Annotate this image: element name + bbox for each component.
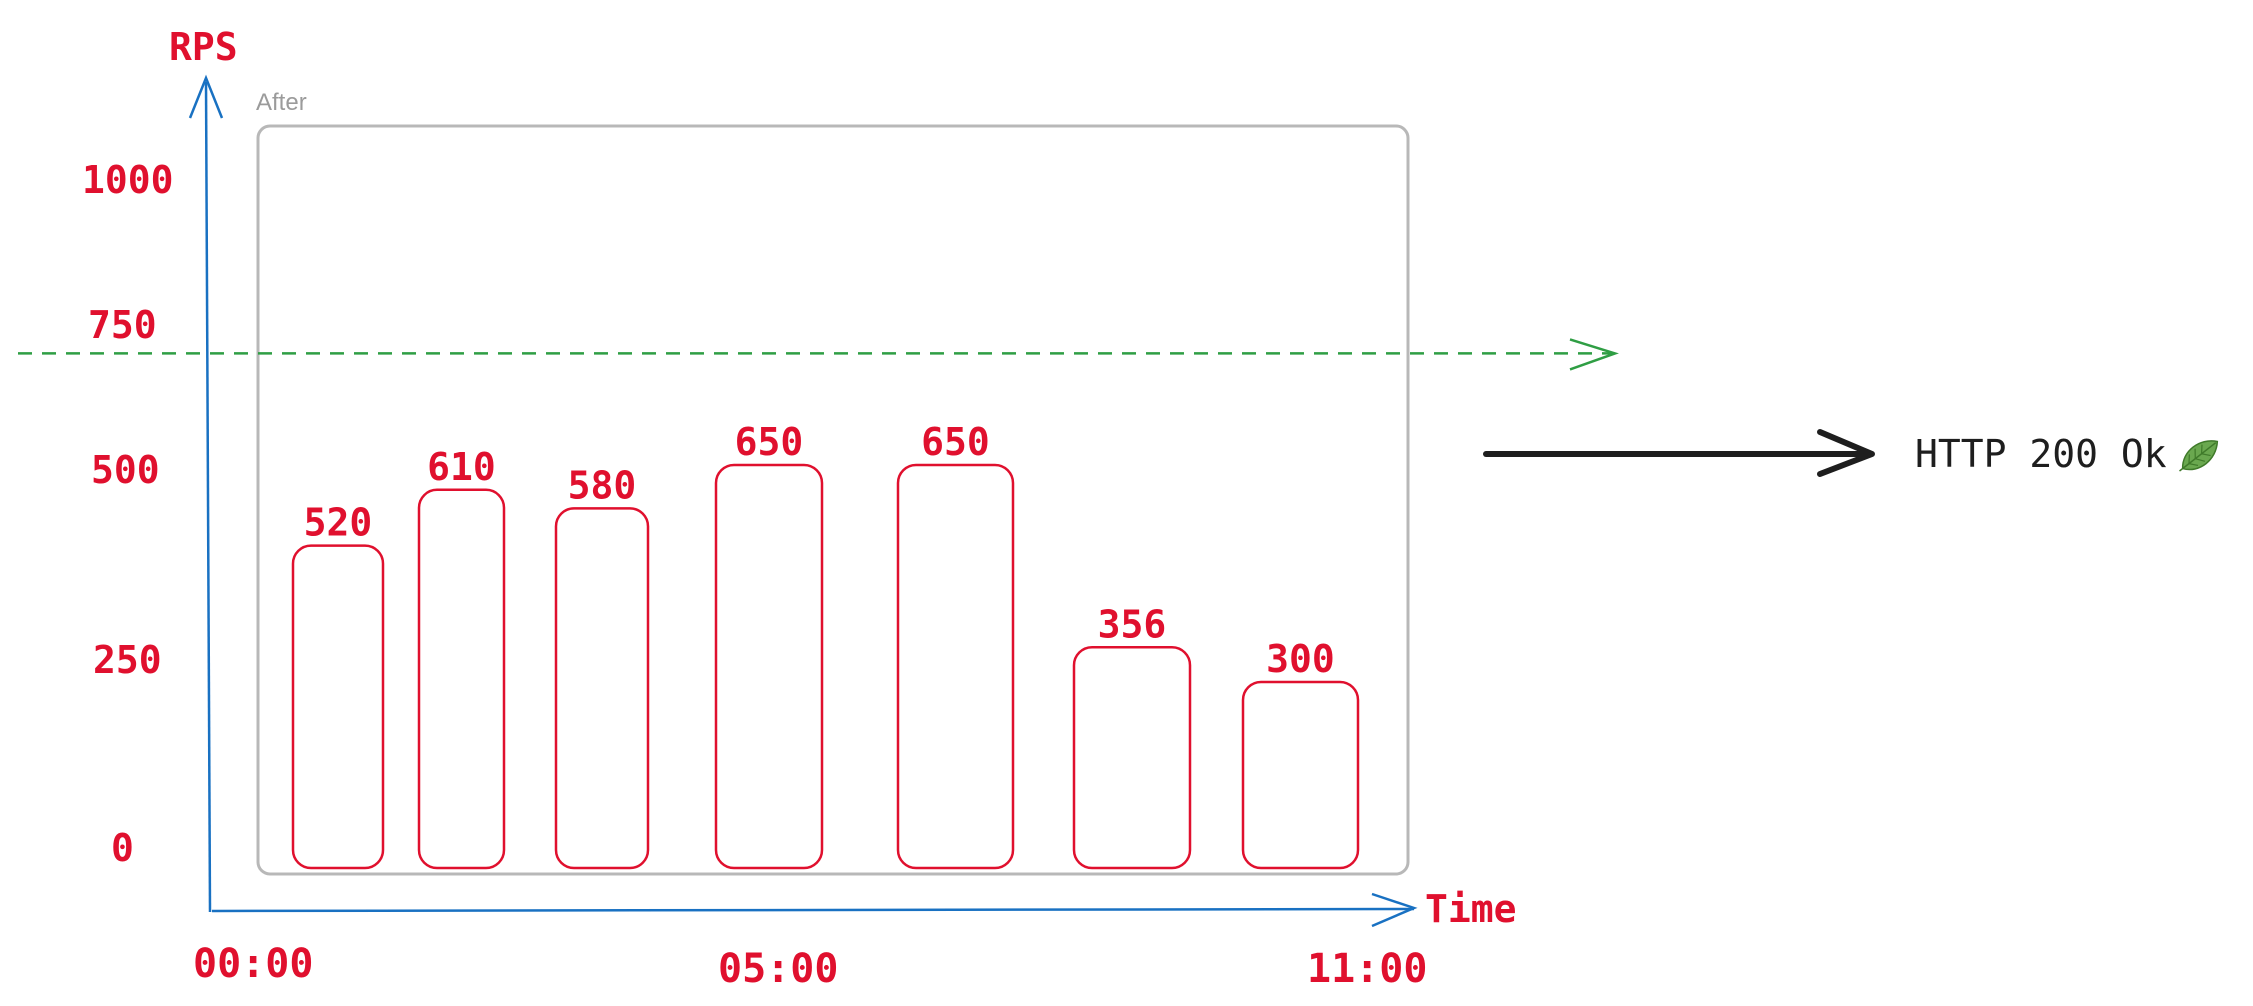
x-axis	[211, 892, 1418, 928]
y-axis	[188, 74, 224, 913]
y-axis-title: RPS	[169, 25, 238, 69]
bar-value-label: 580	[568, 463, 637, 507]
x-tick-label: 05:00	[718, 946, 838, 992]
bar	[896, 463, 1015, 870]
bars: 520 610 580 650 650 356 300	[291, 420, 1360, 870]
x-axis-arrowhead	[1371, 892, 1418, 928]
status-arrow	[1483, 429, 1875, 477]
status-arrowhead	[1817, 429, 1875, 477]
leaf-icon	[2179, 440, 2219, 472]
y-tick-label: 500	[91, 448, 160, 492]
y-tick-labels: 1000 750 500 250 0	[82, 158, 174, 870]
y-tick-label: 750	[88, 303, 157, 347]
bar-value-label: 356	[1098, 602, 1167, 646]
bar	[291, 544, 385, 870]
threshold-arrow	[18, 338, 1619, 371]
bar	[554, 507, 650, 870]
frame-title: After	[256, 89, 307, 116]
threshold-arrowhead	[1569, 338, 1619, 371]
status-text: HTTP 200 Ok	[1915, 432, 2167, 476]
bar-value-label: 300	[1266, 637, 1335, 681]
y-tick-label: 1000	[82, 158, 174, 202]
x-axis-title: Time	[1425, 887, 1517, 931]
bar	[1241, 680, 1360, 870]
x-tick-label: 00:00	[193, 941, 313, 987]
after-frame	[256, 124, 1410, 876]
bar	[1072, 646, 1192, 870]
y-axis-arrowhead	[188, 74, 224, 119]
bar-value-label: 610	[427, 445, 496, 489]
bar-value-label: 520	[304, 501, 373, 545]
y-tick-label: 0	[111, 826, 134, 870]
y-tick-label: 250	[93, 638, 162, 682]
x-tick-labels: 00:00 05:00 11:00	[193, 941, 1427, 992]
x-tick-label: 11:00	[1307, 946, 1427, 992]
bar-value-label: 650	[735, 420, 804, 464]
bar-value-label: 650	[921, 420, 990, 464]
bar	[714, 463, 824, 870]
bar	[417, 488, 506, 870]
